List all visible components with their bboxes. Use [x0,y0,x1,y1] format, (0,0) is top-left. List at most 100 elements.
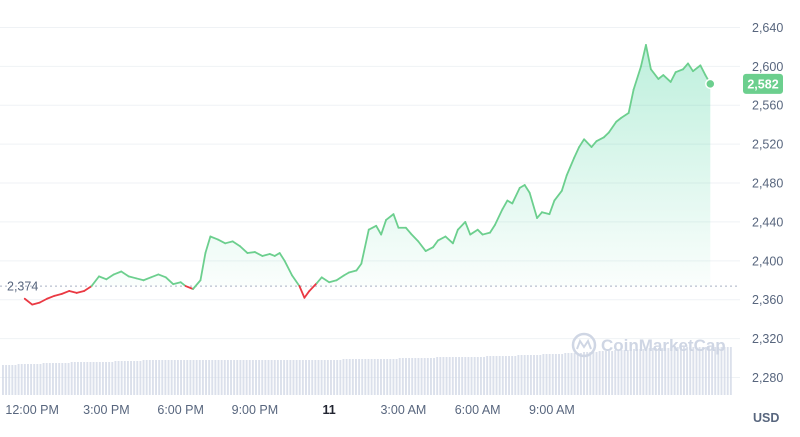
price-line-segment [367,224,378,231]
price-line-segment [511,186,521,205]
price-line-segment [662,74,672,83]
volume-bar [398,358,401,395]
volume-bar [355,359,357,395]
volume-bar [95,362,98,395]
volume-bar [48,363,51,395]
price-line-segment [291,274,301,287]
volume-bar [701,347,704,395]
volume-bar [233,360,236,395]
volume-bar [726,347,729,395]
volume-bar [320,360,323,395]
volume-bar [270,360,273,395]
price-line-segment [348,269,358,274]
price-line-segment [380,219,387,236]
volume-bar [51,363,54,395]
volume-bar [520,355,523,395]
price-line-segment [528,191,538,219]
volume-bar [36,364,39,395]
volume-bar [130,361,133,395]
x-tick-label: 3:00 PM [83,403,130,417]
volume-bar [436,357,439,395]
volume-bar [217,360,220,395]
price-line-segment [553,189,563,202]
volume-bar [8,365,11,395]
x-tick-label: 6:00 AM [455,403,501,417]
volume-bar [379,359,382,395]
volume-bar [195,360,198,395]
volume-bar [558,354,560,395]
volume-bar [620,350,623,395]
price-line-segment [343,271,350,277]
price-line-segment [417,240,427,252]
price-line-segment [432,239,439,249]
volume-bar [292,360,295,395]
price-line-segment [476,228,484,236]
price-line-segment [518,184,526,189]
price-line-segment [90,275,100,287]
currency-unit-label: USD [753,411,779,425]
volume-bar [423,358,426,395]
volume-bar [255,360,257,395]
volume-bar [589,352,592,395]
volume-bar [511,356,514,395]
volume-bar [614,350,617,395]
volume-bar [667,348,670,395]
volume-bar [408,358,411,395]
volume-bar [276,360,279,395]
volume-bar [251,360,254,395]
volume-bar [376,359,379,395]
volume-bar [570,353,573,395]
price-line-segment [456,221,467,231]
volume-bar [708,347,710,395]
volume-bar [461,357,464,395]
price-line-segment [224,240,234,245]
volume-bar [383,359,386,395]
price-line-segment [560,174,568,192]
volume-bar [98,362,101,395]
volume-bar [111,362,114,395]
volume-bar [108,362,111,395]
volume-bar [242,360,245,395]
volume-bar [333,360,336,395]
price-line-segment [501,199,509,211]
price-line-segment [607,120,618,134]
volume-bar [445,357,448,395]
volume-bar [64,363,67,395]
volume-bar [473,357,476,395]
volume-bar [126,361,129,395]
volume-bar [305,360,307,395]
volume-bar [151,360,154,395]
volume-bar [273,360,276,395]
volume-bar [70,362,73,395]
volume-bar [648,348,651,395]
volume-bar [258,360,261,395]
watermark-text: CoinMarketCap [601,336,726,355]
volume-bar [298,360,301,395]
volume-bar [289,360,292,395]
price-line-segment [602,131,610,139]
price-line-segment [112,270,123,276]
y-tick-label: 2,360 [752,293,783,307]
volume-bar [526,355,529,395]
volume-bar [579,353,582,395]
volume-bar [711,347,714,395]
price-line-segment [254,251,264,257]
volume-bar [192,360,195,395]
price-line-segment [682,62,689,71]
price-line-segment [53,292,63,297]
volume-bar [2,365,4,395]
volume-bar [117,361,120,395]
volume-bar [429,358,432,395]
volume-bar [704,347,707,395]
price-line-segment [60,290,71,295]
volume-bar [529,355,532,395]
price-line-segment [494,208,504,226]
price-line-segment [199,252,207,282]
volume-bar [454,357,457,395]
price-line-segment [481,231,491,236]
volume-bar [145,360,148,395]
volume-bar [601,351,604,395]
volume-bar [211,360,214,395]
volume-bar [286,360,289,395]
